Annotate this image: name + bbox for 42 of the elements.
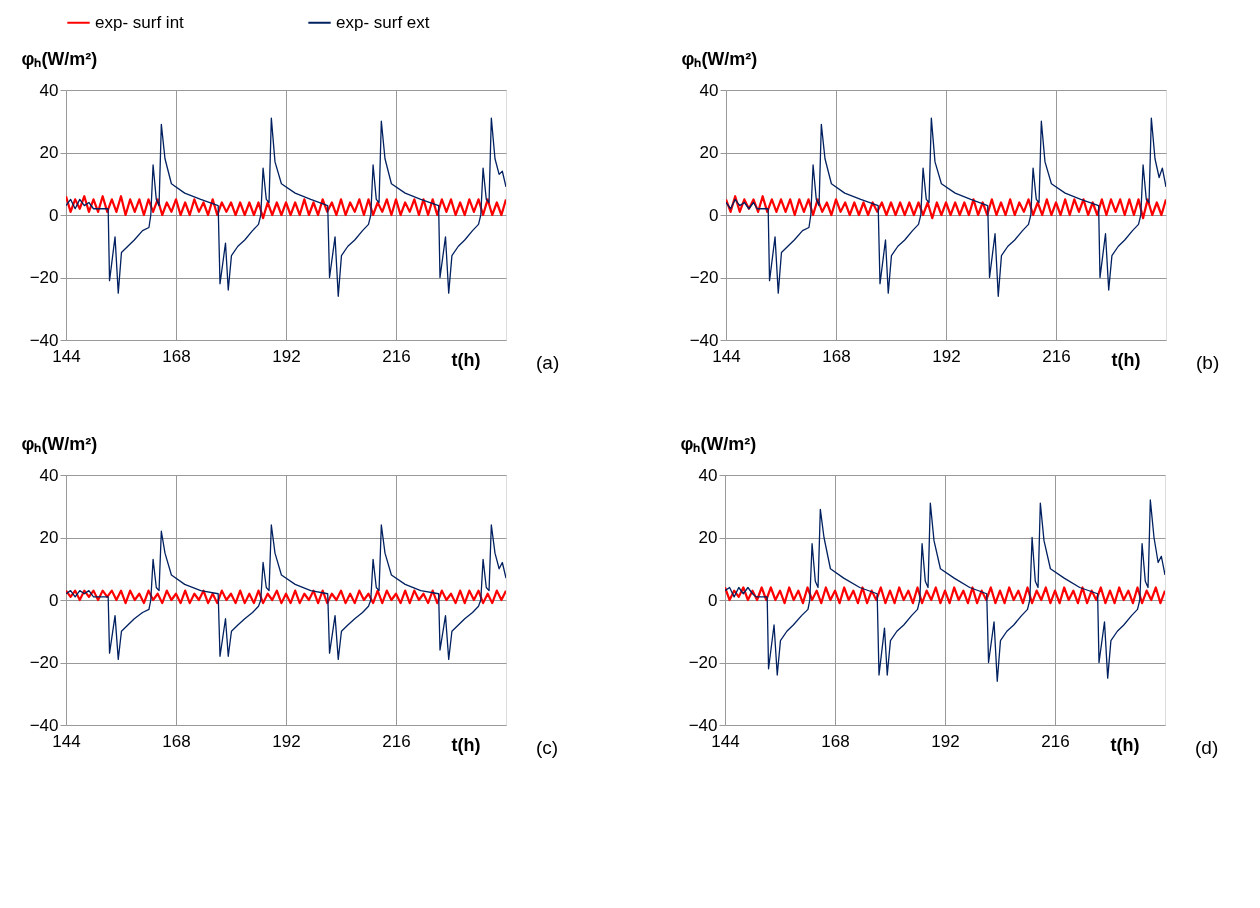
y-axis-title: φₕ(W/m²) — [21, 48, 98, 69]
x-tick-label: 168 — [162, 731, 191, 751]
y-tick-label: −20 — [689, 268, 719, 287]
x-axis-title: t(h) — [451, 734, 481, 755]
y-tick-label: 0 — [49, 590, 59, 610]
legend-label: exp- surf int — [95, 12, 185, 32]
y-tick-label: 20 — [699, 143, 719, 162]
y-tick-label: 40 — [698, 465, 718, 485]
y-tick-label: −20 — [29, 268, 59, 287]
y-tick-label: 0 — [708, 590, 718, 610]
y-tick-label: 20 — [39, 143, 59, 162]
y-tick-label: 40 — [39, 80, 59, 100]
text: (d) — [1195, 737, 1219, 758]
y-tick-label: −20 — [29, 653, 59, 672]
x-axis-title: t(h) — [1111, 349, 1141, 370]
x-tick-label: 192 — [272, 731, 301, 751]
x-tick-label: 168 — [822, 346, 851, 366]
x-tick-label: 192 — [272, 346, 301, 366]
y-tick-label: 20 — [698, 528, 718, 547]
x-tick-label: 168 — [821, 731, 850, 751]
x-tick-label: 168 — [162, 346, 191, 366]
y-tick-label: 0 — [709, 205, 719, 225]
y-axis-title: φₕ(W/m²) — [21, 433, 98, 454]
x-axis-title: t(h) — [1110, 734, 1140, 755]
x-tick-label: 216 — [382, 731, 411, 751]
legend-label: exp- surf ext — [336, 12, 430, 32]
text: (c) — [536, 737, 559, 758]
y-tick-label: 0 — [49, 205, 59, 225]
y-axis-title: φₕ(W/m²) — [680, 433, 757, 454]
y-axis-title: φₕ(W/m²) — [681, 48, 758, 69]
x-tick-label: 216 — [1042, 346, 1071, 366]
y-tick-label: 40 — [699, 80, 719, 100]
x-tick-label: 216 — [382, 346, 411, 366]
x-tick-label: 192 — [932, 346, 961, 366]
x-tick-label: 192 — [931, 731, 960, 751]
x-axis-title: t(h) — [451, 349, 481, 370]
x-tick-label: 216 — [1041, 731, 1070, 751]
text: (a) — [536, 352, 560, 373]
y-tick-label: −20 — [688, 653, 718, 672]
text: (b) — [1196, 352, 1220, 373]
y-tick-label: 20 — [39, 528, 59, 547]
y-tick-label: 40 — [39, 465, 59, 485]
